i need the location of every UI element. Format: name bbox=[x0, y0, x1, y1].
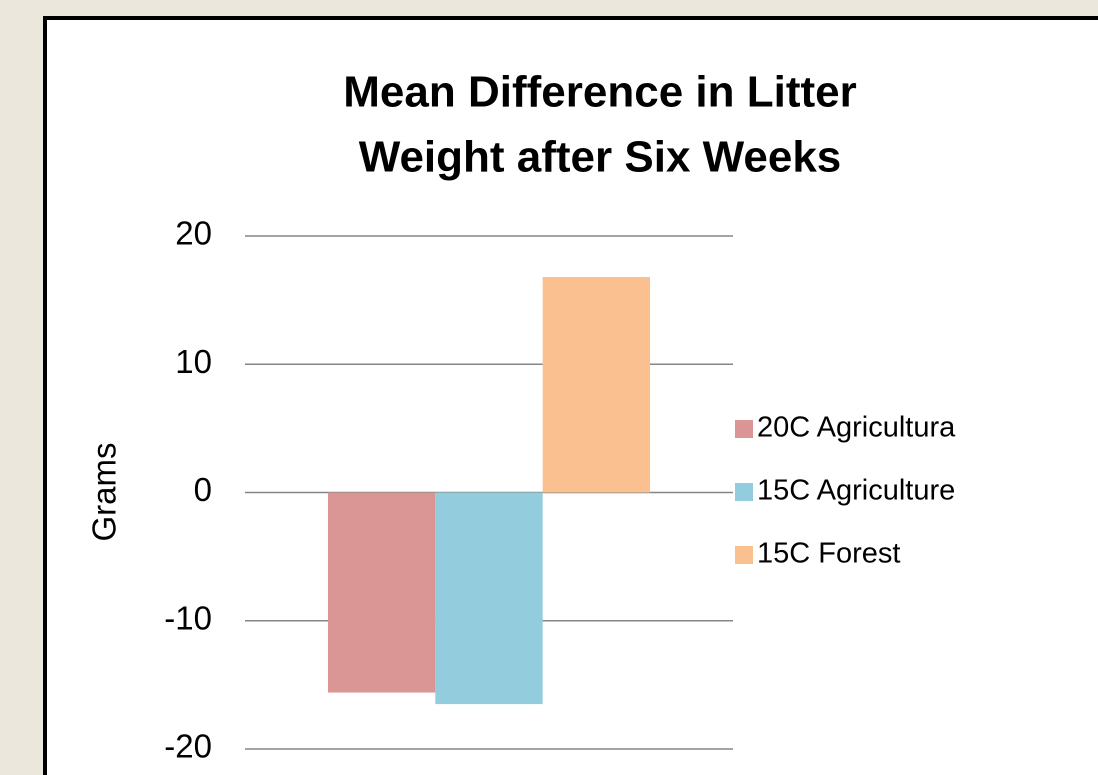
bar bbox=[435, 493, 542, 705]
legend-label: 20C Agricultura bbox=[757, 412, 956, 444]
y-tick-label: -10 bbox=[164, 599, 212, 636]
y-tick-label: 0 bbox=[194, 471, 212, 508]
y-tick-label: 10 bbox=[175, 343, 212, 380]
chart-title: Mean Difference in Litter bbox=[343, 68, 856, 117]
chart: Mean Difference in Litter Weight after S… bbox=[0, 0, 1098, 775]
legend-label: 15C Agriculture bbox=[757, 475, 955, 507]
bar bbox=[328, 493, 435, 693]
legend-swatch bbox=[735, 546, 753, 564]
y-tick-label: 20 bbox=[175, 215, 212, 252]
legend-swatch bbox=[735, 483, 753, 501]
chart-title: Weight after Six Weeks bbox=[359, 133, 842, 182]
y-axis-label: Grams bbox=[86, 443, 123, 542]
page: {"chart_data": {"type": "bar", "title": … bbox=[0, 0, 1098, 775]
y-tick-label: -20 bbox=[164, 728, 212, 765]
bar bbox=[543, 277, 650, 492]
legend-label: 15C Forest bbox=[757, 538, 900, 570]
legend-swatch bbox=[735, 420, 753, 438]
